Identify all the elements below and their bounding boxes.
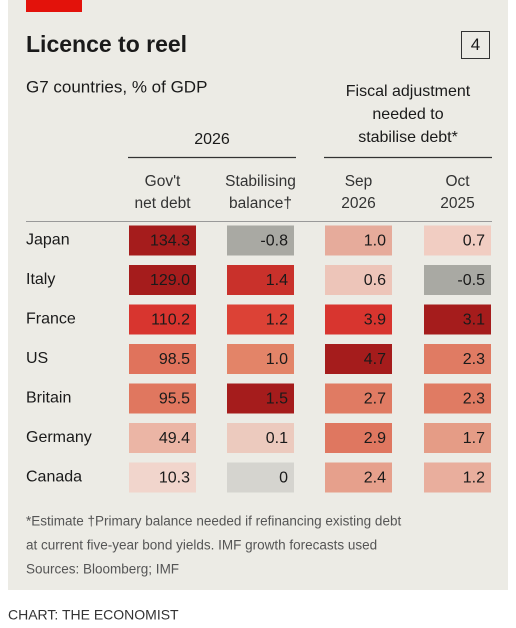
cell-value: 1.5 <box>266 391 288 408</box>
cell-bg <box>325 304 392 335</box>
chart-number-box <box>461 31 490 59</box>
row-label: US <box>26 350 48 367</box>
column-header: balance† <box>229 195 292 212</box>
cell-bg <box>424 383 491 414</box>
row-label: France <box>26 311 76 328</box>
cell-value: -0.5 <box>457 272 485 289</box>
cell-bg <box>424 304 491 335</box>
footnote: Sources: Bloomberg; IMF <box>26 562 179 577</box>
cell-bg <box>424 462 491 493</box>
cell-value: 2.4 <box>364 470 386 487</box>
cell-bg <box>325 225 392 256</box>
cell-bg <box>129 383 196 414</box>
cell-value: 2.9 <box>364 430 386 447</box>
cell-value: 10.3 <box>159 470 190 487</box>
footnote: at current five-year bond yields. IMF gr… <box>26 538 377 553</box>
cell-value: 3.9 <box>364 312 386 329</box>
red-tag <box>26 0 82 12</box>
row-label: Italy <box>26 271 55 288</box>
cell-bg <box>227 423 294 453</box>
cell-value: 1.2 <box>266 312 288 329</box>
footnote: *Estimate †Primary balance needed if ref… <box>26 514 401 529</box>
row-label: Britain <box>26 390 71 407</box>
column-header: Gov't <box>145 173 181 190</box>
cell-bg <box>227 462 294 493</box>
cell-bg <box>325 344 392 374</box>
cell-value: -0.8 <box>260 233 288 250</box>
subtitle: G7 countries, % of GDP <box>26 77 207 96</box>
group-header: 2026 <box>194 131 230 148</box>
cell-bg <box>424 225 491 256</box>
chart-number: 4 <box>471 35 480 54</box>
cell-bg <box>325 423 392 453</box>
cell-bg <box>227 304 294 335</box>
group-header: needed to <box>372 106 443 123</box>
column-header: Stabilising <box>225 173 296 190</box>
cell-bg <box>227 265 294 295</box>
source: CHART: THE ECONOMIST <box>8 607 179 623</box>
cell-value: 0.6 <box>364 272 386 289</box>
cell-value: 4.7 <box>364 351 386 368</box>
cell-bg <box>227 225 294 256</box>
cell-bg <box>129 304 196 335</box>
cell-value: 98.5 <box>159 351 190 368</box>
cell-bg <box>227 383 294 414</box>
cell-value: 95.5 <box>159 391 190 408</box>
cell-bg <box>129 423 196 453</box>
cell-bg <box>424 265 491 295</box>
cell-value: 0.7 <box>463 233 485 250</box>
group-header: stabilise debt* <box>358 129 458 146</box>
row-label: Canada <box>26 469 82 486</box>
column-header: Oct <box>445 173 470 190</box>
cell-bg <box>129 344 196 374</box>
cell-value: 0.1 <box>266 430 288 447</box>
column-header: 2025 <box>440 195 474 212</box>
cell-value: 134.3 <box>150 233 190 250</box>
cell-bg <box>424 423 491 453</box>
column-header: net debt <box>134 195 191 212</box>
cell-bg <box>129 462 196 493</box>
cell-bg <box>325 462 392 493</box>
cell-bg <box>129 225 196 256</box>
title: Licence to reel <box>26 31 187 57</box>
cell-value: 2.3 <box>463 351 485 368</box>
row-label: Germany <box>26 429 92 446</box>
cell-value: 2.3 <box>463 391 485 408</box>
cell-bg <box>325 383 392 414</box>
cell-value: 1.0 <box>364 233 386 250</box>
cell-value: 110.2 <box>151 312 190 329</box>
cell-value: 1.4 <box>266 272 288 289</box>
cell-value: 0 <box>279 470 288 487</box>
group-header: Fiscal adjustment <box>346 83 471 100</box>
cell-value: 49.4 <box>159 430 190 447</box>
column-header: 2026 <box>341 195 375 212</box>
cell-value: 1.7 <box>463 430 485 447</box>
row-label: Japan <box>26 232 70 249</box>
cell-value: 3.1 <box>463 312 485 329</box>
cell-bg <box>129 265 196 295</box>
cell-value: 1.2 <box>463 470 485 487</box>
cell-value: 1.0 <box>266 351 288 368</box>
cell-value: 129.0 <box>150 272 190 289</box>
cell-bg <box>227 344 294 374</box>
column-header: Sep <box>345 173 373 190</box>
cell-bg <box>424 344 491 374</box>
cell-bg <box>325 265 392 295</box>
cell-value: 2.7 <box>364 391 386 408</box>
